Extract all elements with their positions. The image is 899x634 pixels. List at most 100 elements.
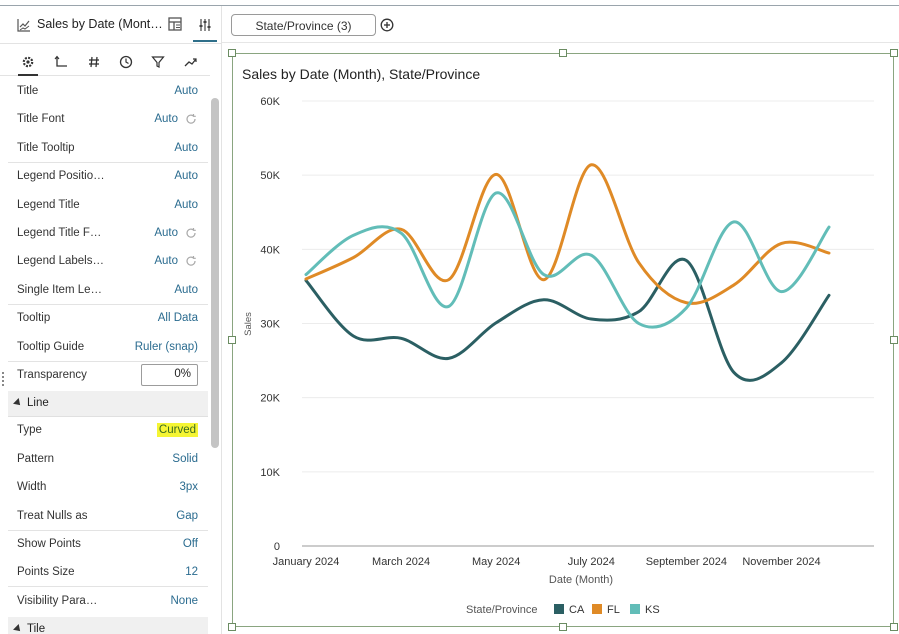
property-row-legend-positio[interactable]: Legend Positio… Auto: [8, 163, 208, 191]
property-value[interactable]: Curved: [156, 423, 198, 438]
property-tabs: [0, 46, 210, 76]
y-tick-label: 40K: [260, 244, 280, 256]
x-tick-label: May 2024: [472, 556, 520, 568]
legend-label-ca: CA: [569, 604, 585, 616]
tab-time[interactable]: [116, 52, 136, 72]
property-row-title-font[interactable]: Title Font Auto: [8, 106, 208, 134]
y-tick-label: 30K: [260, 319, 280, 331]
property-row-width[interactable]: Width 3px: [8, 474, 208, 502]
property-row-title-tooltip[interactable]: Title Tooltip Auto: [8, 135, 208, 163]
property-label: Type: [17, 424, 42, 437]
property-row-legend-title[interactable]: Legend Title Auto: [8, 192, 208, 220]
tab-analytics[interactable]: [181, 52, 201, 72]
property-row-tooltip[interactable]: Tooltip All Data: [8, 305, 208, 333]
property-value[interactable]: 3px: [179, 481, 198, 494]
y-tick-label: 50K: [260, 170, 280, 182]
properties-panel: Sales by Date (Mont…: [0, 6, 222, 634]
property-value[interactable]: Auto: [174, 283, 198, 296]
property-value[interactable]: Auto: [174, 85, 198, 97]
chart-title: Sales by Date (Month), State/Province: [242, 66, 481, 82]
reset-icon[interactable]: [185, 113, 197, 125]
property-row-transparency[interactable]: Transparency 0%: [8, 362, 208, 390]
property-label: Single Item Le…: [17, 283, 103, 296]
y-tick-label: 20K: [260, 393, 280, 405]
hash-icon: [89, 56, 99, 68]
legend-title: State/Province: [466, 604, 538, 616]
reset-icon[interactable]: [185, 227, 197, 239]
x-axis-title: Date (Month): [549, 574, 613, 586]
tab-general[interactable]: [18, 52, 38, 76]
property-row-pattern[interactable]: Pattern Solid: [8, 446, 208, 474]
tab-filter[interactable]: [148, 52, 168, 72]
property-row-visibility-para[interactable]: Visibility Para… None: [8, 588, 208, 616]
property-row-single-item-le[interactable]: Single Item Le… Auto: [8, 277, 208, 305]
collapse-triangle-icon: [13, 398, 23, 409]
section-tile[interactable]: Tile: [8, 617, 208, 634]
property-value[interactable]: Gap: [176, 509, 198, 522]
property-row-title[interactable]: Title Auto: [8, 78, 208, 106]
property-row-show-points[interactable]: Show Points Off: [8, 531, 208, 559]
property-row-treat-nulls-as[interactable]: Treat Nulls as Gap: [8, 503, 208, 531]
section-line[interactable]: Line: [8, 391, 208, 418]
legend-swatch-ks: [630, 604, 640, 614]
property-value[interactable]: 12: [185, 566, 198, 579]
resize-handle-bottom-left[interactable]: [228, 623, 236, 631]
property-value[interactable]: Auto: [154, 255, 178, 268]
filter-pill-state-province[interactable]: State/Province (3): [231, 14, 376, 36]
panel-header: Sales by Date (Mont…: [0, 6, 222, 44]
reset-icon[interactable]: [185, 255, 197, 267]
property-value[interactable]: Off: [182, 538, 198, 550]
property-row-legend-labels[interactable]: Legend Labels… Auto: [8, 248, 208, 276]
resize-handle-top-left[interactable]: [228, 49, 236, 57]
property-row-legend-title-f[interactable]: Legend Title F… Auto: [8, 220, 208, 248]
properties-panel-button[interactable]: [193, 10, 217, 42]
sliders-icon: [199, 19, 211, 31]
resize-handle-bottom[interactable]: [559, 623, 567, 631]
property-value[interactable]: Auto: [174, 170, 198, 183]
transparency-input[interactable]: 0%: [141, 364, 198, 386]
canvas-divider: [222, 42, 899, 43]
resize-handle-left[interactable]: [228, 336, 236, 344]
property-value[interactable]: Auto: [174, 198, 198, 211]
legend-label-ks: KS: [645, 604, 660, 616]
y-tick-label: 0: [274, 541, 280, 553]
y-tick-label: 10K: [260, 467, 280, 479]
property-label: Title Tooltip: [17, 141, 75, 154]
property-value[interactable]: Ruler (snap): [134, 340, 198, 353]
x-tick-label: November 2024: [742, 556, 820, 568]
resize-handle-top-right[interactable]: [890, 49, 898, 57]
property-label: Legend Positio…: [17, 170, 105, 183]
property-value[interactable]: Auto: [154, 227, 178, 239]
x-tick-label: January 2024: [273, 556, 340, 568]
window-top-border: [0, 5, 899, 6]
property-row-type[interactable]: Type Curved: [8, 417, 208, 445]
x-tick-label: March 2024: [372, 556, 430, 568]
property-value[interactable]: All Data: [157, 312, 198, 325]
resize-handle-right[interactable]: [890, 336, 898, 344]
resize-handle-top[interactable]: [559, 49, 567, 57]
panel-scrollbar-thumb[interactable]: [211, 98, 219, 448]
tab-axis[interactable]: [51, 52, 71, 72]
tab-values[interactable]: [84, 52, 104, 72]
clock-icon: [119, 55, 133, 69]
add-filter-icon[interactable]: [380, 18, 394, 32]
legend-swatch-ca: [554, 604, 564, 614]
grammar-panel-icon[interactable]: [167, 16, 183, 32]
x-tick-label: September 2024: [646, 556, 727, 568]
legend-label-fl: FL: [607, 604, 620, 616]
property-label: Width: [17, 481, 47, 494]
property-value[interactable]: None: [170, 594, 199, 607]
resize-handle-bottom-right[interactable]: [890, 623, 898, 631]
visualization-title[interactable]: Sales by Date (Mont…: [37, 17, 163, 31]
panel-resize-grip[interactable]: [2, 372, 4, 386]
property-row-points-size[interactable]: Points Size 12: [8, 559, 208, 588]
property-label: Tooltip Guide: [17, 340, 85, 353]
property-label: Points Size: [17, 566, 75, 579]
property-label: Legend Title: [17, 198, 80, 211]
property-row-tooltip-guide[interactable]: Tooltip Guide Ruler (snap): [8, 334, 208, 362]
property-value[interactable]: Solid: [172, 452, 198, 465]
property-value[interactable]: Auto: [174, 141, 198, 154]
gear-icon: [22, 56, 34, 68]
property-value[interactable]: Auto: [154, 113, 178, 126]
property-label: Title Font: [17, 113, 65, 126]
